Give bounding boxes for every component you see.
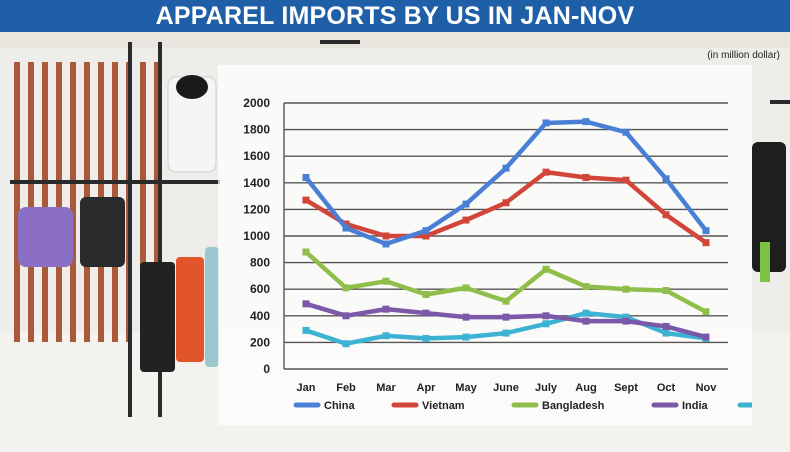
x-tick-label: Mar [376,382,396,394]
data-point-bangladesh [422,291,430,299]
data-point-china [422,227,430,235]
y-tick-label: 1000 [243,229,270,243]
legend-label-india: India [682,400,709,412]
y-tick-label: 2000 [243,96,270,110]
data-point-india [702,333,710,341]
data-point-india [582,317,590,325]
data-point-china [502,164,510,172]
data-point-china [702,227,710,235]
data-point-india [542,312,550,320]
data-point-bangladesh [302,248,310,256]
data-point-cambodia [302,326,310,334]
data-point-vietnam [662,211,670,219]
data-point-cambodia [382,332,390,340]
data-point-vietnam [382,232,390,240]
data-point-india [382,305,390,313]
data-point-bangladesh [582,283,590,291]
data-point-india [662,322,670,330]
y-tick-label: 1200 [243,202,270,216]
data-point-china [342,224,350,232]
data-point-china [582,118,590,126]
legend-label-vietnam: Vietnam [422,400,465,412]
data-point-india [502,313,510,321]
data-point-cambodia [542,320,550,328]
data-point-india [622,317,630,325]
data-point-bangladesh [702,308,710,316]
data-point-cambodia [622,313,630,321]
y-tick-label: 400 [250,309,270,323]
data-point-vietnam [502,199,510,207]
data-point-china [462,200,470,208]
data-point-bangladesh [662,287,670,295]
legend-label-china: China [324,400,355,412]
data-point-cambodia [342,340,350,348]
x-tick-label: July [535,382,558,394]
data-point-bangladesh [502,297,510,305]
chart-panel: 0 200 400 600 800 1000 1200 1400 1600 1800 2000 Ja… [218,65,790,425]
data-point-bangladesh [342,284,350,292]
y-tick-label: 600 [250,282,270,296]
data-point-china [382,240,390,248]
y-tick-label: 0 [263,362,270,376]
x-tick-label: Sept [614,382,638,394]
y-tick-label: 800 [250,256,270,270]
data-point-vietnam [542,168,550,176]
data-point-india [302,300,310,308]
y-tick-label: 200 [250,335,270,349]
x-tick-label: Feb [336,382,356,394]
data-point-bangladesh [542,265,550,273]
x-tick-label: May [455,382,477,394]
data-point-cambodia [462,333,470,341]
data-point-vietnam [462,216,470,224]
x-tick-label: Apr [417,382,437,394]
data-point-cambodia [582,309,590,317]
data-point-vietnam [302,196,310,204]
y-axis-ticks: 0 200 400 600 800 1000 1200 1400 1600 1800 2000 [243,96,270,376]
x-tick-label: June [493,382,519,394]
y-tick-label: 1600 [243,149,270,163]
data-point-india [342,312,350,320]
data-point-bangladesh [622,285,630,293]
data-point-china [302,173,310,181]
legend-label-bangladesh: Bangladesh [542,400,605,412]
data-point-cambodia [422,334,430,342]
data-point-china [622,128,630,136]
x-tick-label: Oct [657,382,676,394]
y-tick-label: 1400 [243,176,270,190]
line-chart: 0 200 400 600 800 1000 1200 1400 1600 1800 2000 Ja… [243,96,790,412]
data-point-bangladesh [462,284,470,292]
data-point-vietnam [702,239,710,247]
x-tick-label: Jan [297,382,316,394]
data-point-vietnam [422,232,430,240]
data-point-china [542,119,550,127]
y-tick-label: 1800 [243,123,270,137]
data-point-india [422,309,430,317]
data-point-cambodia [502,329,510,337]
data-point-cambodia [662,329,670,337]
unit-note: (in million dollar) [707,50,780,61]
series-lines [302,118,710,348]
x-axis-ticks: Jan Feb Mar Apr May June July Aug Sept Oct Nov [297,382,718,394]
data-point-vietnam [622,176,630,184]
x-tick-label: Aug [575,382,596,394]
data-point-bangladesh [382,277,390,285]
data-point-vietnam [342,220,350,228]
data-point-china [662,175,670,183]
data-point-vietnam [582,173,590,181]
legend: ChinaVietnamBangladeshIndiaCambodia [293,400,790,412]
data-point-india [462,313,470,321]
x-tick-label: Nov [696,382,718,394]
page-title: APPAREL IMPORTS BY US IN JAN-NOV [0,0,790,32]
